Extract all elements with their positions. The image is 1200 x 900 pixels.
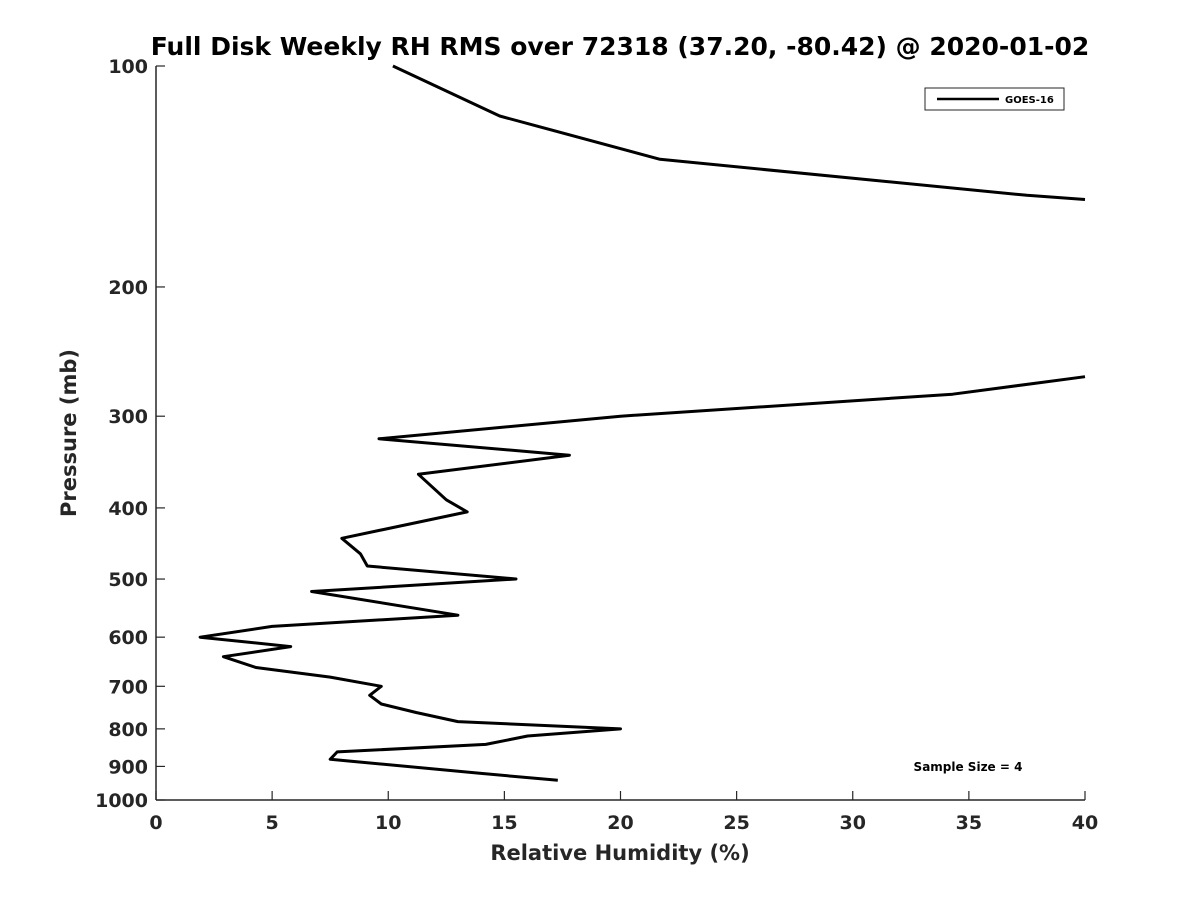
legend-entry-goes-16: GOES-16 [1005, 95, 1054, 106]
y-tick-label: 800 [108, 719, 148, 741]
chart-title: Full Disk Weekly RH RMS over 72318 (37.2… [151, 32, 1090, 61]
y-axis-label: Pressure (mb) [57, 349, 81, 517]
x-tick-label: 0 [149, 812, 162, 834]
y-tick-label: 100 [108, 56, 148, 78]
y-tick-label: 600 [108, 627, 148, 649]
series-line-goes-16-segment-1 [392, 64, 1086, 201]
y-tick-label: 500 [108, 569, 148, 591]
y-tick-label: 1000 [95, 790, 148, 812]
x-axis-label: Relative Humidity (%) [490, 841, 749, 865]
x-axis: 0 5 10 15 20 25 30 35 40 [149, 791, 1098, 834]
plot-area [155, 66, 1085, 801]
x-tick-label: 35 [956, 812, 982, 834]
x-tick-label: 5 [266, 812, 279, 834]
y-tick-label: 400 [108, 498, 148, 520]
y-axis: 100 200 300 400 500 600 700 800 900 1000 [95, 56, 165, 812]
y-tick-label: 300 [108, 406, 148, 428]
series-layer [198, 64, 1086, 782]
x-tick-label: 25 [723, 812, 749, 834]
y-tick-label: 900 [108, 756, 148, 778]
y-tick-label: 200 [108, 277, 148, 299]
x-tick-label: 30 [840, 812, 866, 834]
x-tick-label: 20 [607, 812, 633, 834]
x-tick-label: 10 [375, 812, 401, 834]
x-tick-label: 15 [491, 812, 517, 834]
sample-size-annotation: Sample Size = 4 [914, 760, 1023, 774]
y-tick-label: 700 [108, 676, 148, 698]
series-line-goes-16-segment-2 [198, 375, 1086, 782]
legend: GOES-16 [924, 87, 1065, 111]
x-tick-label: 40 [1072, 812, 1098, 834]
